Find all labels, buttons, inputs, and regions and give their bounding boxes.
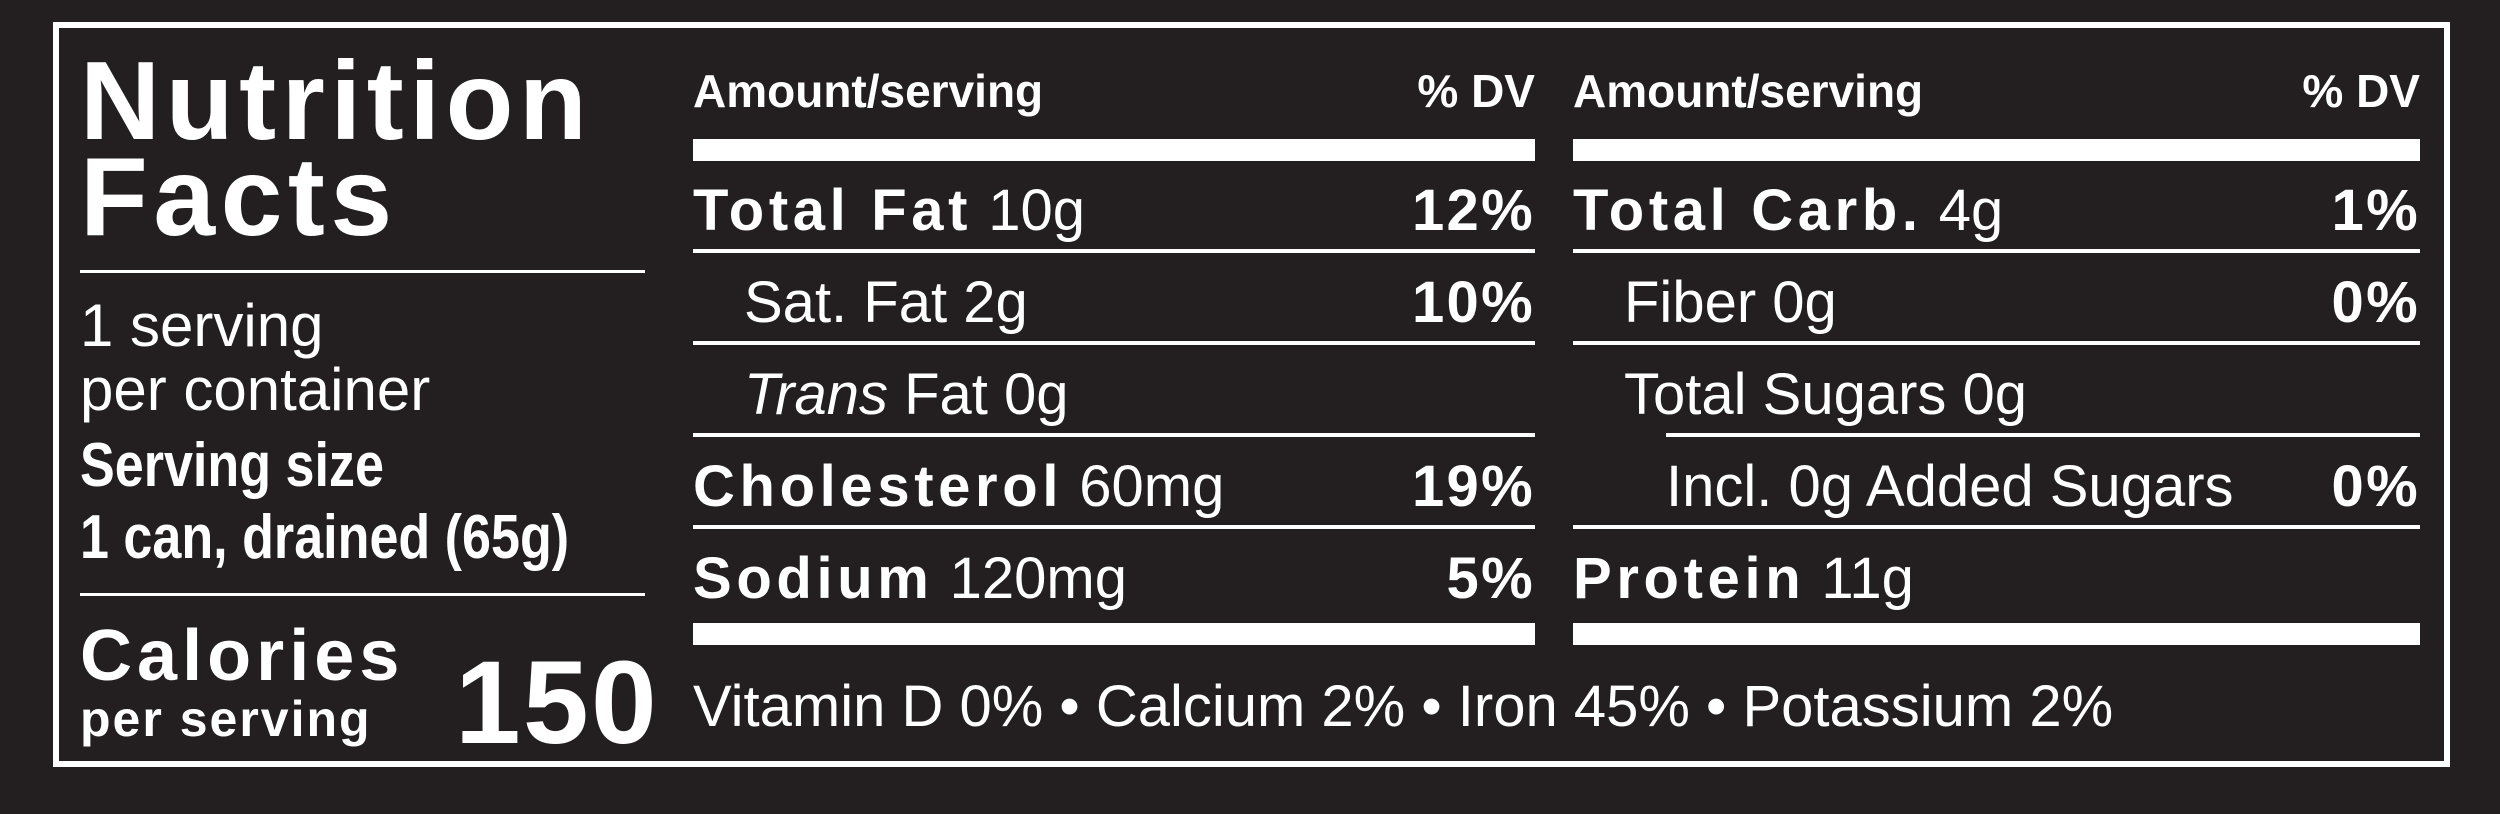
nutrient-amount: 60mg (1079, 454, 1225, 519)
calories-sub-label: per serving (80, 691, 372, 747)
table-row: Cholesterol 60mg 19% (693, 437, 1535, 529)
nutrient-dv: 0% (2331, 454, 2420, 519)
nutrient-name: Cholesterol (693, 454, 1064, 519)
nutrient-dv: 19% (1411, 454, 1535, 519)
nutrient-dv: 0% (2331, 270, 2420, 335)
serving-size: Serving size 1 can, drained (65g) (80, 430, 569, 574)
thick-bar (693, 139, 1535, 161)
nutrient-amount: 120mg (949, 546, 1127, 611)
divider (80, 593, 645, 596)
servings-line-1: 1 serving (80, 292, 324, 359)
label-border (53, 22, 2450, 767)
vitamins-minerals: Vitamin D 0% • Calcium 2% • Iron 45% • P… (693, 674, 2114, 739)
table-header: Amount/serving % DV (1573, 68, 2420, 114)
calories-label: Calories (80, 616, 405, 696)
nutrient-name: Protein (1573, 546, 1806, 611)
nutrient-amount: 10g (988, 178, 1086, 243)
table-row: Total Carb. 4g 1% (1573, 161, 2420, 253)
divider (80, 270, 645, 273)
thick-bar (1573, 623, 2420, 645)
calories-value: 150 (455, 637, 659, 769)
header-amount: Amount/serving (1573, 65, 1924, 117)
table-row: Protein 11g (1573, 529, 2420, 621)
nutrient-name-italic: Trans (744, 362, 888, 427)
nutrient-name: Total Fat (693, 178, 973, 243)
nutrient-name: Sat. Fat 2g (744, 270, 1028, 335)
nutrient-amount: 11g (1821, 546, 1914, 611)
nutrient-name: Total Sugars 0g (1624, 362, 2028, 427)
header-dv: % DV (1417, 65, 1535, 117)
table-row: Fiber 0g 0% (1573, 253, 2420, 345)
nutrient-name: Total Carb. (1573, 178, 1923, 243)
table-row: Total Sugars 0g (1573, 345, 2420, 437)
title-line-1: Nutrition (80, 39, 593, 163)
nutrient-name: Fiber 0g (1624, 270, 1837, 335)
nutrition-facts-title: Nutrition Facts (80, 39, 593, 259)
nutrient-amount: 4g (1938, 178, 2004, 243)
serving-size-label: Serving size (80, 431, 384, 500)
table-row: Trans Fat 0g (693, 345, 1535, 437)
thick-bar (1573, 139, 2420, 161)
nutrient-name: Sodium (693, 546, 934, 611)
thick-bar (693, 623, 1535, 645)
table-header: Amount/serving % DV (693, 68, 1535, 114)
nutrient-dv: 1% (2331, 178, 2420, 243)
nutrient-name: Fat 0g (904, 362, 1069, 427)
table-row: Sodium 120mg 5% (693, 529, 1535, 621)
nutrient-dv: 5% (1446, 546, 1535, 611)
nutrient-dv: 10% (1411, 270, 1535, 335)
title-line-2: Facts (80, 135, 398, 259)
servings-per-container: 1 serving per container (80, 294, 430, 422)
table-row: Total Fat 10g 12% (693, 161, 1535, 253)
table-row: Sat. Fat 2g 10% (693, 253, 1535, 345)
servings-line-2: per container (80, 356, 431, 423)
nutrient-name: Incl. 0g Added Sugars (1666, 454, 2234, 519)
table-row: Incl. 0g Added Sugars 0% (1573, 437, 2420, 529)
serving-size-value: 1 can, drained (65g) (80, 503, 570, 572)
nutrient-dv: 12% (1411, 178, 1535, 243)
header-dv: % DV (2302, 65, 2420, 117)
header-amount: Amount/serving (693, 65, 1044, 117)
